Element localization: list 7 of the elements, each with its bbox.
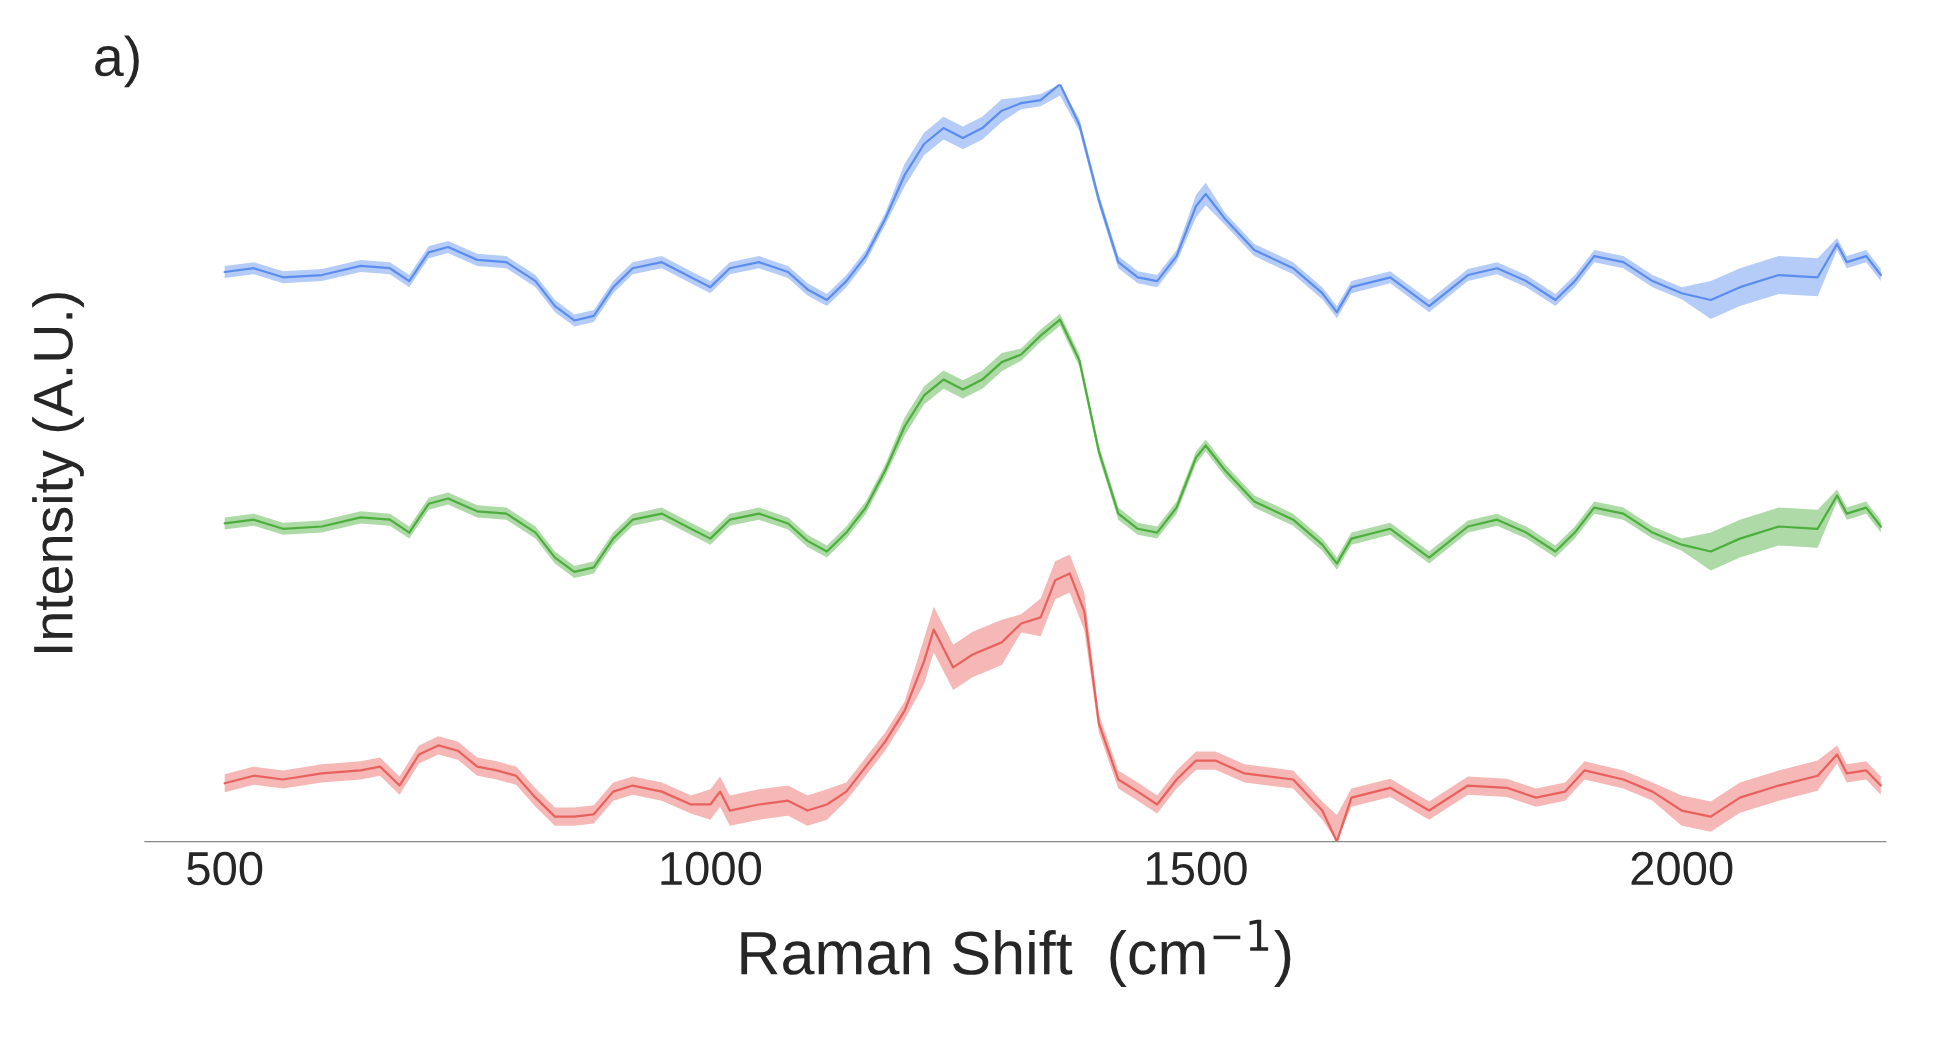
x-tick-label: 1000 [661, 851, 762, 886]
y-axis-title: Intensity (A.U.) [32, 293, 84, 652]
x-tick-label: 2000 [1631, 851, 1733, 886]
x-axis-title: Raman Shift (cm$^{−1}$) [741, 919, 1291, 987]
x-tick-label: 500 [187, 851, 263, 886]
x-tick-label: 1500 [1147, 851, 1247, 886]
chart-title: a) [95, 35, 139, 88]
